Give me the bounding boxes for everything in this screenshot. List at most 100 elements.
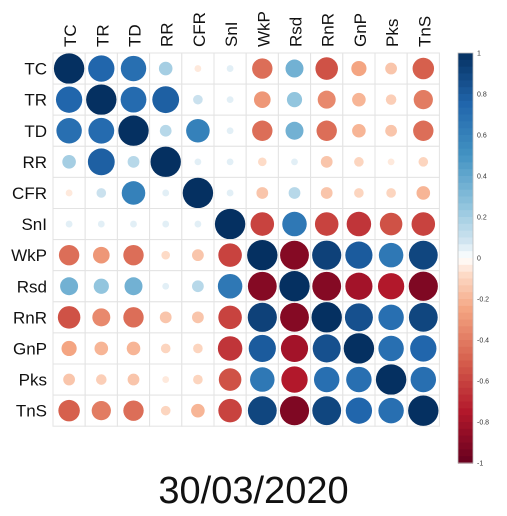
corr-circle-CFR-Pks: [386, 188, 396, 198]
corr-circle-Rsd-GnP: [345, 272, 373, 300]
colorbar-segment: [458, 292, 473, 300]
colorbar-segment: [458, 237, 473, 245]
corr-circle-RR-RR: [150, 146, 181, 178]
colorbar-tick-label: -0.6: [477, 379, 489, 386]
corr-circle-SnI-Rsd: [282, 211, 307, 237]
corr-circle-GnP-SnI: [217, 336, 243, 361]
colorbar-segment: [458, 456, 473, 464]
corr-circle-TD-TR: [88, 117, 115, 144]
colorbar-segment: [458, 135, 473, 143]
corr-circle-WkP-TnS: [408, 240, 438, 270]
corr-circle-Rsd-TD: [124, 277, 143, 296]
corr-circle-TR-RnR: [317, 90, 336, 109]
corr-circle-SnI-TD: [130, 220, 137, 228]
colorbar-segment: [458, 128, 473, 136]
corr-circle-Pks-SnI: [218, 368, 242, 391]
colorbar-segment: [458, 203, 473, 211]
row-label-RnR: RnR: [13, 308, 47, 327]
corr-circle-TC-RnR: [315, 57, 338, 80]
corr-circle-GnP-Pks: [378, 335, 404, 362]
corr-circle-TnS-RnR: [312, 396, 342, 426]
cell-WkP-CFR: [181, 239, 215, 272]
colorbar-segment: [458, 162, 473, 170]
colorbar-segment: [458, 66, 473, 75]
corr-circle-RnR-Rsd: [280, 302, 309, 332]
colorbar-segment: [458, 285, 473, 293]
colorbar-segment: [458, 87, 473, 95]
corr-circle-TD-SnI: [226, 127, 234, 135]
date-caption: 30/03/2020: [158, 470, 349, 512]
colorbar-segment: [458, 73, 473, 81]
corr-circle-WkP-GnP: [345, 241, 373, 269]
corr-circle-RR-TD: [127, 155, 140, 168]
colorbar-segment: [458, 340, 473, 348]
col-label-WkP: WkP: [254, 11, 273, 47]
corr-circle-RR-GnP: [354, 157, 364, 167]
colorbar-segment: [458, 278, 473, 286]
corr-circle-WkP-RnR: [312, 240, 342, 270]
corr-circle-TC-Rsd: [285, 59, 304, 78]
corr-circle-Pks-RnR: [313, 366, 340, 393]
corr-circle-RR-TC: [62, 155, 76, 169]
colorbar-tick-label: -0.8: [477, 420, 489, 427]
corr-circle-TR-GnP: [352, 92, 366, 107]
row-label-TC: TC: [24, 60, 47, 79]
colorbar-tick-label: -0.4: [477, 338, 489, 345]
corr-circle-TC-TR: [88, 55, 115, 82]
corr-circle-Pks-TC: [63, 373, 75, 386]
corr-circle-TC-Pks: [385, 62, 397, 75]
corr-circle-Pks-TnS: [410, 366, 437, 393]
corr-circle-SnI-TR: [97, 220, 105, 228]
colorbar-segment: [458, 230, 473, 239]
corr-circle-RR-CFR: [194, 158, 202, 166]
colorbar-segment: [458, 442, 473, 450]
corr-circle-GnP-TR: [94, 341, 109, 356]
colorbar-segment: [458, 367, 473, 375]
colorbar-segment: [458, 155, 473, 163]
colorbar-segment: [458, 428, 473, 437]
row-label-CFR: CFR: [12, 184, 47, 203]
corr-circle-TR-TD: [120, 86, 147, 113]
colorbar-segment: [458, 251, 473, 259]
corr-circle-TD-GnP: [352, 123, 366, 138]
corr-circle-TnS-CFR: [191, 403, 205, 418]
corr-circle-GnP-TnS: [410, 335, 437, 362]
col-label-RR: RR: [158, 22, 177, 47]
row-label-Rsd: Rsd: [17, 277, 47, 296]
corr-circle-WkP-TC: [58, 244, 80, 266]
colorbar-segment: [458, 374, 473, 382]
corr-circle-Rsd-TR: [93, 278, 109, 294]
colorbar-tick-label: 0.2: [477, 215, 487, 222]
colorbar-segment: [458, 196, 473, 204]
col-label-TD: TD: [126, 24, 145, 47]
corr-circle-GnP-RR: [160, 343, 171, 354]
row-label-GnP: GnP: [13, 339, 47, 358]
colorbar-segment: [458, 169, 473, 177]
corr-circle-Rsd-RnR: [312, 271, 342, 301]
corr-circle-TC-SnI: [226, 65, 234, 72]
corr-circle-TC-TD: [120, 55, 147, 82]
corr-circle-RR-TnS: [418, 157, 429, 167]
corr-circle-RnR-TnS: [408, 302, 438, 332]
corr-circle-RnR-TD: [123, 307, 144, 328]
matrix-cells: [52, 52, 440, 427]
corr-circle-TnS-GnP: [345, 397, 373, 424]
corr-circle-CFR-TnS: [416, 186, 431, 200]
colorbar-segment: [458, 176, 473, 184]
corr-circle-CFR-SnI: [226, 189, 234, 197]
corr-circle-GnP-RnR: [312, 334, 341, 363]
colorbar-segment: [458, 319, 473, 327]
corr-circle-RnR-TR: [92, 308, 111, 327]
corr-circle-TD-CFR: [186, 118, 210, 143]
corr-circle-TD-RR: [159, 124, 172, 137]
colorbar-segment: [458, 422, 473, 430]
corr-circle-Rsd-SnI: [217, 273, 243, 299]
corr-circle-RnR-GnP: [344, 303, 373, 332]
col-label-SnI: SnI: [222, 21, 241, 47]
corr-circle-Pks-Pks: [375, 364, 407, 395]
colorbar-segment: [458, 346, 473, 355]
colorbar-segment: [458, 121, 473, 129]
corr-circle-TD-RnR: [316, 120, 337, 141]
colorbar-segment: [458, 415, 473, 423]
corr-circle-Pks-WkP: [250, 367, 275, 392]
